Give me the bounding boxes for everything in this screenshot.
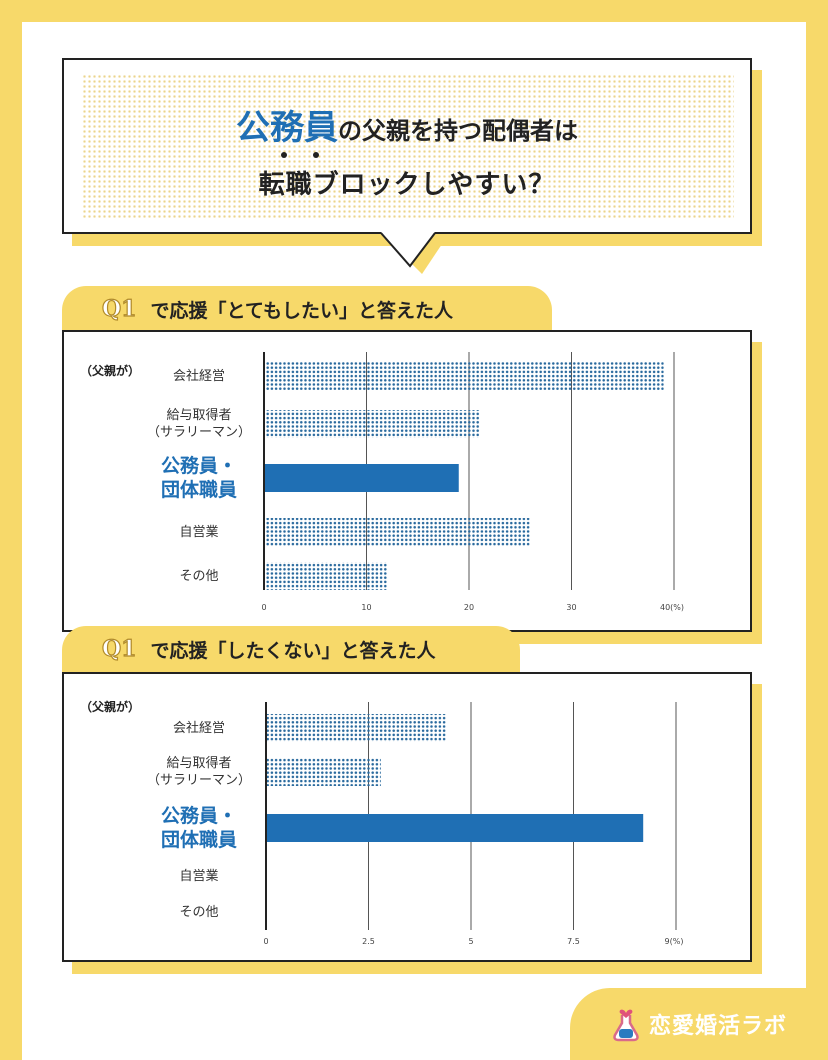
category-label: 自営業 [179,524,219,540]
category-label: 公務員・ 団体職員 [160,805,237,851]
bar [265,518,531,546]
title-rest: の父親を持つ配偶者は [338,117,578,145]
bubble-dot-pattern [82,74,734,218]
chart-2: （父親が） 0 2.5 5 7.5 9(%) 会社経営給与取得者 （サラリーマン） 公務員・ 団体… [62,672,752,962]
section-1-title: で応援「とてもしたい」と答えた人 [150,299,453,322]
x-tick-label: 9(%) [665,937,684,946]
section-2-tab: Q1 で応援「したくない」と答えた人 [62,626,520,672]
logo-text: 恋愛婚活ラボ [648,1014,787,1039]
brand-logo: 恋愛婚活ラボ [570,988,828,1060]
title-line-1: 公務員の父親を持つ配偶者は [64,100,750,149]
chart-1: （父親が） 0 10 20 30 40(%) 会社経営給与取得者 （サラリーマン） 公務員・ 団体… [62,330,752,632]
title-highlight: 公務員 [236,108,338,148]
emphasis-dot [313,152,319,158]
x-tick-label: 10 [361,603,371,612]
chart-plot: 0 2.5 5 7.5 9(%) [263,702,684,946]
title-bubble: 公務員の父親を持つ配偶者は 転職ブロックしやすい？ [62,58,752,234]
x-tick-label: 5 [468,937,473,946]
section-1-q-label: Q1 [101,295,137,322]
category-label: 公務員・ 団体職員 [160,455,237,501]
category-label: その他 [179,904,219,920]
bar [267,814,644,842]
emphasis-dot [281,152,287,158]
x-tick-label: 0 [261,603,266,612]
bar [265,362,664,390]
bar [265,410,480,438]
x-tick-label: 30 [566,603,576,612]
x-tick-label: 7.5 [567,937,580,946]
x-tick-label: 40(%) [660,603,684,612]
x-tick-label: 20 [464,603,474,612]
x-tick-label: 2.5 [362,937,375,946]
section-2-title: で応援「したくない」と答えた人 [150,639,436,662]
bar [267,714,447,742]
title-line-2: 転職ブロックしやすい？ [258,170,556,200]
category-label: 自営業 [179,868,219,884]
section-2-q-label: Q1 [101,635,137,662]
x-tick-label: 0 [263,937,268,946]
category-label: 給与取得者 （サラリーマン） [146,756,251,788]
category-label: 給与取得者 （サラリーマン） [146,408,251,440]
bar [267,758,381,786]
bubble-tail [380,232,436,268]
section-1-tab: Q1 で応援「とてもしたい」と答えた人 [62,286,552,332]
category-label: その他 [179,568,219,584]
chart-plot: 0 10 20 30 40(%) [261,352,684,612]
bar [265,464,459,492]
flask-heart-icon [613,1009,639,1042]
bar [265,562,387,590]
category-label: 会社経営 [172,720,225,736]
group-label: （父親が） [80,700,141,714]
category-label: 会社経営 [172,368,225,384]
group-label: （父親が） [80,364,141,378]
